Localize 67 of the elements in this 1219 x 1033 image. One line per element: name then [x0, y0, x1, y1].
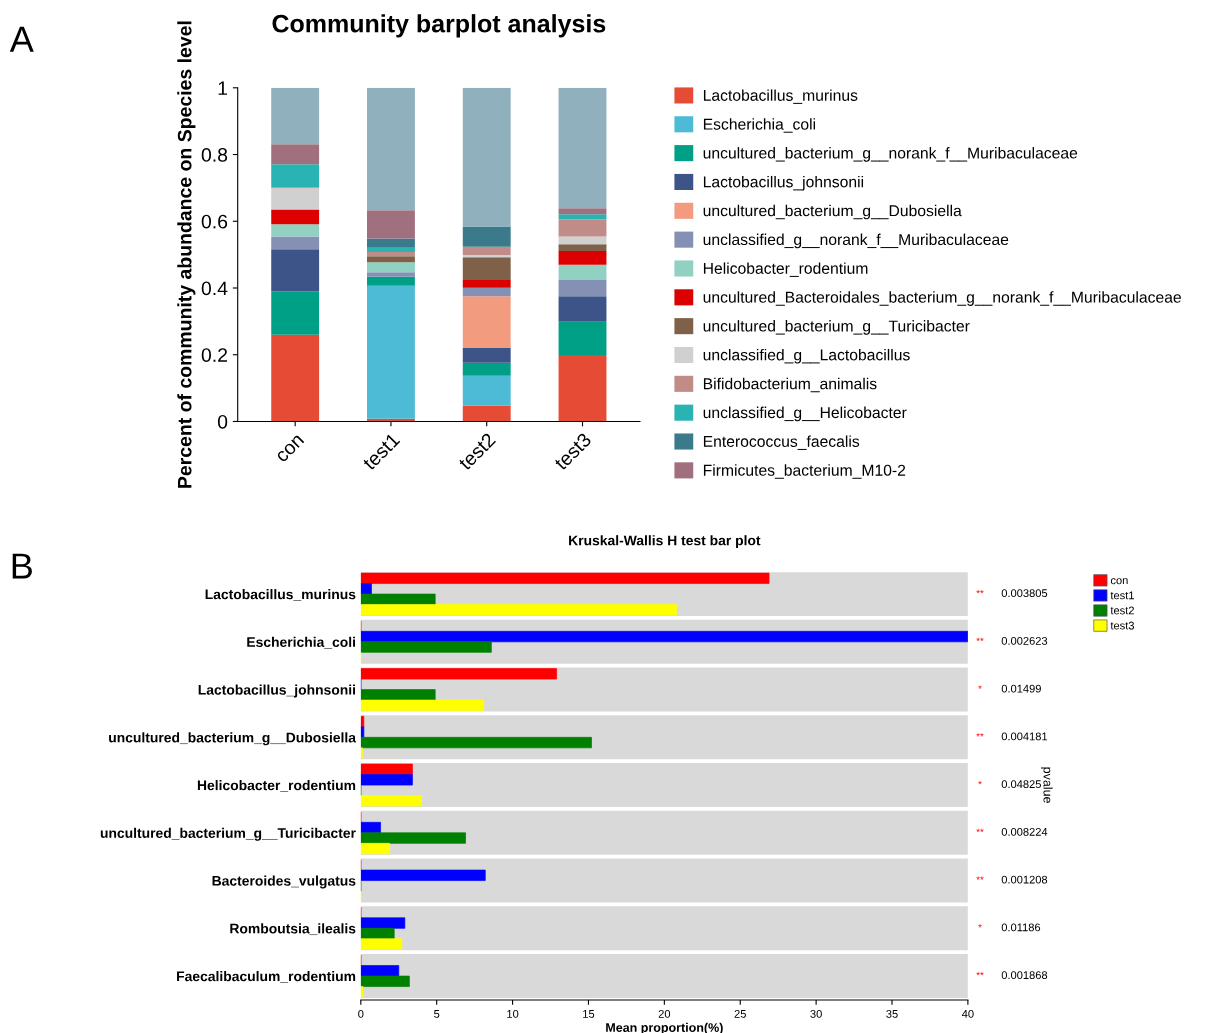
text: * — [978, 685, 982, 689]
y-tick-label: 0.8 — [201, 148, 228, 162]
text: * — [978, 924, 982, 928]
text: ** — [976, 828, 984, 833]
legend-label: Firmicutes_bacterium_M10-2 — [703, 464, 906, 479]
y-tick-label: 0 — [217, 414, 228, 429]
legend-label: unclassified_g__Lactobacillus — [703, 348, 910, 364]
legend-label: Lactobacillus_johnsonii — [703, 175, 864, 191]
text: 0.04825 — [1001, 780, 1041, 789]
y2-axis-title: pvalue — [1040, 767, 1053, 803]
x-tick-label: 40 — [961, 1009, 974, 1018]
legend-label: test1 — [1110, 591, 1134, 600]
text: 0.002623 — [1001, 636, 1048, 645]
chart-title: Kruskal-Wallis H test bar plot — [569, 535, 761, 549]
x-tick-label: 0 — [358, 1009, 364, 1018]
text: ** — [976, 876, 984, 880]
legend-label: uncultured_bacterium_g__Turicibacter — [703, 320, 970, 335]
legend-label: Helicobacter_rodentium — [703, 262, 868, 277]
text: ** — [976, 971, 984, 976]
y-tick-label: uncultured_bacterium_g__Dubosiella — [109, 732, 357, 746]
y-tick-label: 1 — [218, 81, 228, 95]
legend-label: con — [1110, 578, 1128, 585]
legend-label: uncultured_bacterium_g__Dubosiella — [703, 204, 962, 220]
legend-label: Escherichia_coli — [703, 118, 816, 133]
text: * — [978, 780, 982, 785]
y-axis-title: Percent of community abundance on Species level — [177, 21, 196, 488]
y-tick-label: uncultured_bacterium_g__Turicibacter — [100, 827, 356, 841]
x-tick-label: con — [276, 434, 305, 463]
x-tick-label: 35 — [886, 1009, 898, 1018]
x-tick-label: 25 — [734, 1009, 746, 1018]
legend-label: uncultured_Bacteroidales_bacterium_g__norank_f__Muribaculaceae — [703, 291, 1181, 306]
text: ** — [976, 637, 984, 642]
y-tick-label: Lactobacillus_johnsonii — [198, 684, 355, 698]
x-tick-label: 10 — [507, 1009, 519, 1018]
x-tick-label: 15 — [583, 1010, 595, 1018]
legend-label: Enterococcus_faecalis — [703, 435, 860, 450]
x-tick-label: 5 — [434, 1010, 440, 1018]
text: ** — [976, 589, 984, 594]
y-tick-label: 0.2 — [201, 348, 228, 362]
legend-label: Bifidobacterium_animalis — [703, 377, 877, 393]
legend-label: unclassified_g__Helicobacter — [703, 406, 907, 422]
chart-title: Community barplot analysis — [272, 14, 606, 38]
text: 0.001208 — [1001, 875, 1048, 884]
text: 0.01186 — [1001, 923, 1041, 932]
y-tick-label: Romboutsia_ilealis — [230, 923, 356, 936]
legend-label: test2 — [1110, 606, 1134, 615]
y-tick-label: Lactobacillus_murinus — [205, 589, 356, 601]
y-tick-label: Escherichia_coli — [247, 636, 355, 649]
legend-label: unclassified_g__norank_f__Muribaculaceae — [703, 233, 1009, 249]
text: 0.003805 — [1001, 589, 1048, 598]
text: ** — [976, 733, 984, 737]
x-tick-label: 30 — [810, 1009, 822, 1018]
legend-label: test3 — [1110, 621, 1135, 630]
y-tick-label: Helicobacter_rodentium — [197, 780, 356, 792]
legend-label: uncultured_bacterium_g__norank_f__Muribaculaceae — [703, 147, 1078, 162]
text: 0.008224 — [1001, 827, 1048, 836]
text: 0.004181 — [1001, 732, 1048, 741]
y-tick-label: 0.6 — [201, 214, 228, 229]
y-tick-label: Faecalibaculum_rodentium — [177, 971, 356, 983]
text: B — [12, 553, 32, 579]
y-tick-label: Bacteroides_vulgatus — [212, 875, 356, 889]
x-tick-label: 20 — [658, 1009, 671, 1018]
legend-label: Lactobacillus_murinus — [703, 89, 858, 104]
text: 0.01499 — [1001, 684, 1041, 693]
y-tick-label: 0.4 — [201, 281, 228, 296]
text: A — [9, 26, 34, 52]
text: 0.001868 — [1001, 971, 1048, 980]
